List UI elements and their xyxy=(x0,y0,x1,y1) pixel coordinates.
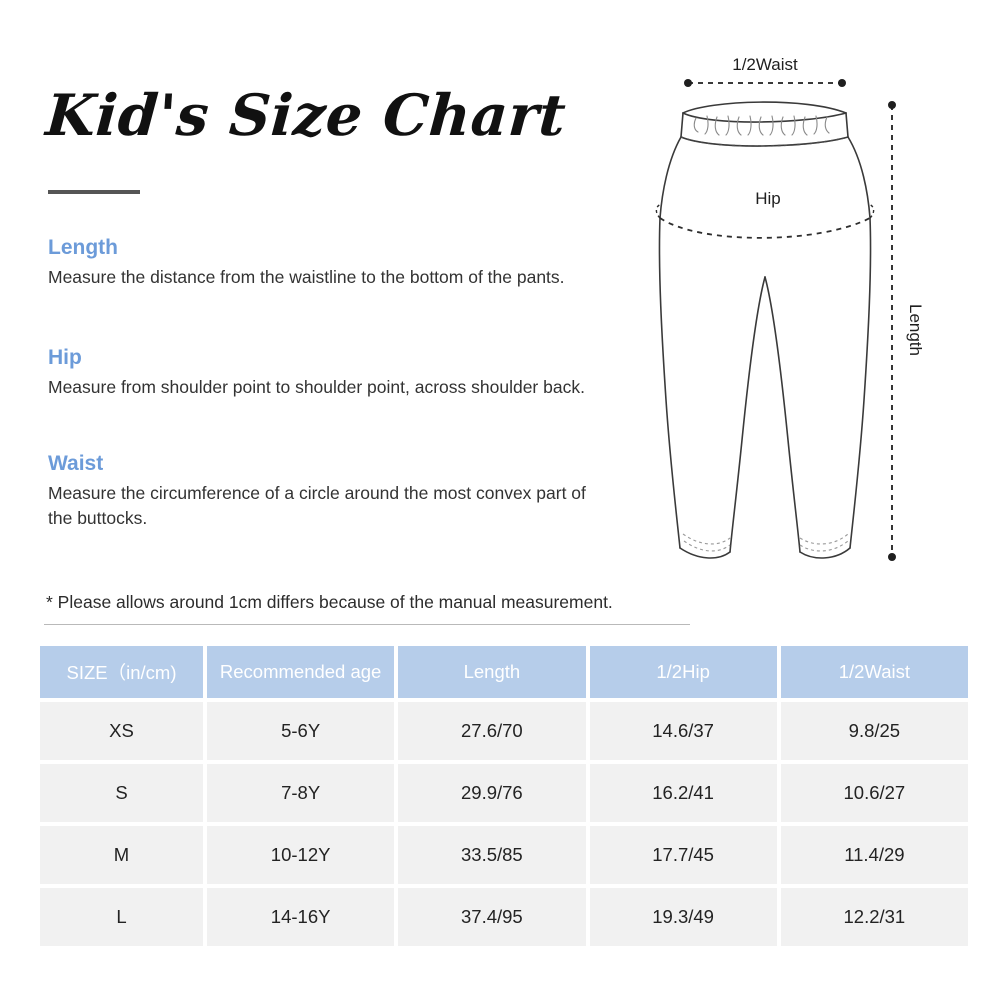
cell-half-hip: 17.7/45 xyxy=(589,826,777,884)
waist-dimension-line xyxy=(684,79,846,87)
cell-half-waist: 12.2/31 xyxy=(780,888,968,946)
measurement-text-length: Measure the distance from the waistline … xyxy=(48,267,565,288)
cell-length: 27.6/70 xyxy=(398,702,586,760)
measurement-block-length: Length Measure the distance from the wai… xyxy=(48,236,608,290)
cell-age: 5-6Y xyxy=(207,702,395,760)
cell-length: 37.4/95 xyxy=(398,888,586,946)
cell-age: 10-12Y xyxy=(207,826,395,884)
table-row: M 10-12Y 33.5/85 17.7/45 11.4/29 xyxy=(40,826,968,884)
waistband-gathers xyxy=(693,115,830,136)
waistband-seam xyxy=(680,136,849,147)
cell-age: 14-16Y xyxy=(207,888,395,946)
measurement-block-hip: Hip Measure from shoulder point to shoul… xyxy=(48,346,608,400)
length-dimension-line xyxy=(888,101,896,561)
title-divider xyxy=(48,190,140,194)
pants-diagram: 1/2Waist Hip Length xyxy=(620,40,1000,600)
column-header-half-hip: 1/2Hip xyxy=(589,646,777,698)
size-table: SIZE（in/cm) Recommended age Length 1/2Hi… xyxy=(40,646,968,946)
cell-size: S xyxy=(40,764,203,822)
cell-age: 7-8Y xyxy=(207,764,395,822)
page-title: Kid's Size Chart xyxy=(43,82,569,149)
measurement-text-hip: Measure from shoulder point to shoulder … xyxy=(48,377,585,398)
waist-dimension-label: 1/2Waist xyxy=(732,55,798,74)
cell-half-waist: 10.6/27 xyxy=(780,764,968,822)
hip-dimension-label: Hip xyxy=(755,189,781,208)
cell-length: 33.5/85 xyxy=(398,826,586,884)
column-header-size: SIZE（in/cm) xyxy=(40,646,203,698)
footnote-divider xyxy=(44,624,690,625)
footnote-text: * Please allows around 1cm differs becau… xyxy=(46,592,613,612)
cell-size: L xyxy=(40,888,203,946)
measurement-heading-waist: Waist xyxy=(48,452,104,475)
hem-stitching xyxy=(682,533,849,552)
cell-half-waist: 11.4/29 xyxy=(780,826,968,884)
cell-half-hip: 14.6/37 xyxy=(589,702,777,760)
cell-size: XS xyxy=(40,702,203,760)
hip-measure-curve xyxy=(659,217,871,239)
measurement-text-waist: Measure the circumference of a circle ar… xyxy=(48,483,586,529)
table-row: L 14-16Y 37.4/95 19.3/49 12.2/31 xyxy=(40,888,968,946)
measurement-block-waist: Waist Measure the circumference of a cir… xyxy=(48,452,608,532)
table-header-row: SIZE（in/cm) Recommended age Length 1/2Hi… xyxy=(40,646,968,698)
table-row: S 7-8Y 29.9/76 16.2/41 10.6/27 xyxy=(40,764,968,822)
cell-size: M xyxy=(40,826,203,884)
cell-half-hip: 19.3/49 xyxy=(589,888,777,946)
cell-half-hip: 16.2/41 xyxy=(589,764,777,822)
column-header-length: Length xyxy=(398,646,586,698)
measurement-heading-length: Length xyxy=(48,236,118,259)
column-header-recommended-age: Recommended age xyxy=(207,646,395,698)
measurement-heading-hip: Hip xyxy=(48,346,82,369)
cell-half-waist: 9.8/25 xyxy=(780,702,968,760)
column-header-half-waist: 1/2Waist xyxy=(780,646,968,698)
table-row: XS 5-6Y 27.6/70 14.6/37 9.8/25 xyxy=(40,702,968,760)
cell-length: 29.9/76 xyxy=(398,764,586,822)
length-dimension-label: Length xyxy=(906,304,925,356)
